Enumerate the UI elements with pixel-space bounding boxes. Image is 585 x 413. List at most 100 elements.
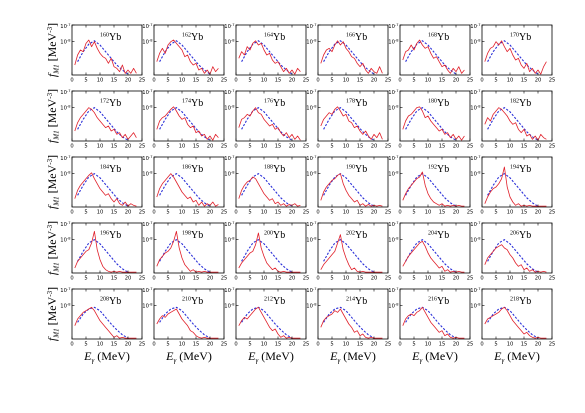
x-tick-label: 20 — [453, 276, 460, 282]
panel-yb168: 0 5 10 15 20 25 10-7 10-8 168Yb — [388, 23, 473, 84]
y-tick-label: 10-8 — [306, 171, 317, 178]
x-axis-title: Eγ (MeV) — [247, 349, 294, 365]
x-axis-title: Eγ (MeV) — [493, 349, 540, 365]
panel-yb192: 0 5 10 15 20 25 10-7 10-8 192Yb — [388, 155, 473, 216]
panel-yb214: 0 5 10 15 20 25 10-7 10-8 214Yb — [306, 287, 391, 348]
theory-curve — [323, 107, 375, 141]
x-tick-label: 25 — [139, 276, 146, 282]
y-tick-label: 10-8 — [306, 39, 317, 46]
experiment-curve — [402, 171, 465, 207]
theory-curve — [77, 173, 129, 207]
isotope-label: 178Yb — [346, 98, 367, 109]
panel-frame — [317, 156, 389, 208]
x-tick-label: 10 — [179, 78, 186, 84]
x-tick-label: 15 — [521, 78, 528, 84]
isotope-label: 218Yb — [510, 296, 531, 307]
y-tick-label: 10-7 — [388, 89, 398, 96]
panel-yb174: 0 5 10 15 20 25 10-7 10-8 174Yb — [142, 89, 227, 150]
isotope-label: 200Yb — [264, 230, 285, 241]
panel-yb172: 0 5 10 15 20 25 10-7 10-8 172Yb — [60, 89, 145, 150]
panel-yb216: 0 5 10 15 20 25 10-7 10-8 216Yb — [388, 287, 473, 348]
y-tick-label: 10-7 — [306, 23, 316, 30]
x-tick-label: 0 — [398, 276, 401, 282]
x-tick-label: 15 — [193, 144, 200, 150]
x-tick-label: 25 — [139, 342, 146, 348]
experiment-curve — [402, 306, 465, 339]
panel-frame — [235, 24, 307, 76]
x-tick-label: 0 — [234, 210, 237, 216]
y-tick-label: 10-7 — [306, 89, 316, 96]
experiment-curve — [484, 40, 547, 75]
y-tick-label: 10-7 — [470, 221, 480, 228]
y-tick-label: 10-8 — [142, 39, 153, 46]
panel-yb170: 0 5 10 15 20 25 10-7 10-8 170Yb — [470, 23, 555, 84]
x-tick-label: 25 — [467, 144, 474, 150]
theory-curve — [241, 107, 293, 141]
panel-yb218: 0 5 10 15 20 25 10-7 10-8 218Yb — [470, 287, 555, 348]
x-tick-label: 0 — [152, 144, 155, 150]
panel-frame — [71, 222, 143, 274]
experiment-curve — [74, 230, 137, 273]
experiment-curve — [238, 176, 301, 207]
panel-frame — [399, 222, 471, 274]
x-tick-label: 10 — [97, 276, 104, 282]
x-tick-label: 15 — [521, 210, 528, 216]
x-tick-label: 5 — [84, 144, 87, 150]
x-tick-label: 25 — [549, 276, 556, 282]
x-tick-label: 10 — [507, 276, 514, 282]
x-tick-label: 10 — [261, 78, 268, 84]
panel-yb180: 0 5 10 15 20 25 10-7 10-8 180Yb — [388, 89, 473, 150]
x-tick-label: 20 — [371, 144, 378, 150]
x-tick-label: 10 — [261, 144, 268, 150]
x-tick-label: 20 — [289, 276, 296, 282]
y-tick-label: 10-8 — [306, 303, 317, 310]
y-tick-label: 10-8 — [60, 237, 71, 244]
experiment-curve — [320, 234, 383, 273]
x-tick-label: 0 — [316, 144, 319, 150]
x-tick-label: 15 — [111, 276, 118, 282]
panel-frame — [481, 24, 553, 76]
experiment-curve — [238, 107, 301, 141]
theory-curve — [77, 239, 129, 273]
x-tick-label: 10 — [425, 210, 432, 216]
y-tick-label: 10-8 — [142, 303, 153, 310]
experiment-curve — [484, 306, 547, 339]
isotope-label: 188Yb — [264, 164, 285, 175]
y-tick-label: 10-8 — [388, 303, 399, 310]
theory-curve — [487, 306, 539, 339]
x-tick-label: 10 — [343, 144, 350, 150]
y-tick-label: 10-7 — [388, 155, 398, 162]
x-tick-label: 20 — [289, 210, 296, 216]
y-tick-label: 10-8 — [60, 303, 71, 310]
isotope-label: 166Yb — [346, 32, 367, 43]
x-tick-label: 10 — [343, 276, 350, 282]
panel-frame — [153, 156, 225, 208]
panel-yb196: 0 5 10 15 20 25 10-7 10-8 196Yb — [60, 221, 145, 282]
y-tick-label: 10-8 — [142, 237, 153, 244]
x-tick-label: 5 — [494, 78, 497, 84]
x-tick-label: 20 — [125, 144, 132, 150]
y-tick-label: 10-7 — [306, 155, 316, 162]
x-tick-label: 25 — [221, 342, 228, 348]
panel-yb206: 0 5 10 15 20 25 10-7 10-8 206Yb — [470, 221, 555, 282]
x-tick-label: 0 — [70, 276, 73, 282]
theory-curve — [77, 40, 129, 75]
panel-yb162: 0 5 10 15 20 25 10-7 10-8 162Yb — [142, 23, 227, 84]
theory-curve — [241, 40, 293, 75]
y-tick-label: 10-8 — [224, 39, 235, 46]
x-tick-label: 15 — [357, 210, 364, 216]
x-tick-label: 15 — [439, 210, 446, 216]
panel-yb194: 0 5 10 15 20 25 10-7 10-8 194Yb — [470, 155, 555, 216]
isotope-label: 198Yb — [182, 230, 203, 241]
panel-yb212: 0 5 10 15 20 25 10-7 10-8 212Yb — [224, 287, 309, 348]
x-tick-label: 15 — [439, 276, 446, 282]
x-tick-label: 25 — [549, 210, 556, 216]
x-tick-label: 20 — [453, 78, 460, 84]
x-tick-label: 15 — [275, 276, 282, 282]
panel-frame — [481, 222, 553, 274]
x-tick-label: 5 — [330, 78, 333, 84]
y-tick-label: 10-8 — [224, 171, 235, 178]
x-tick-label: 0 — [152, 342, 155, 348]
x-tick-label: 10 — [425, 342, 432, 348]
x-tick-label: 15 — [111, 78, 118, 84]
